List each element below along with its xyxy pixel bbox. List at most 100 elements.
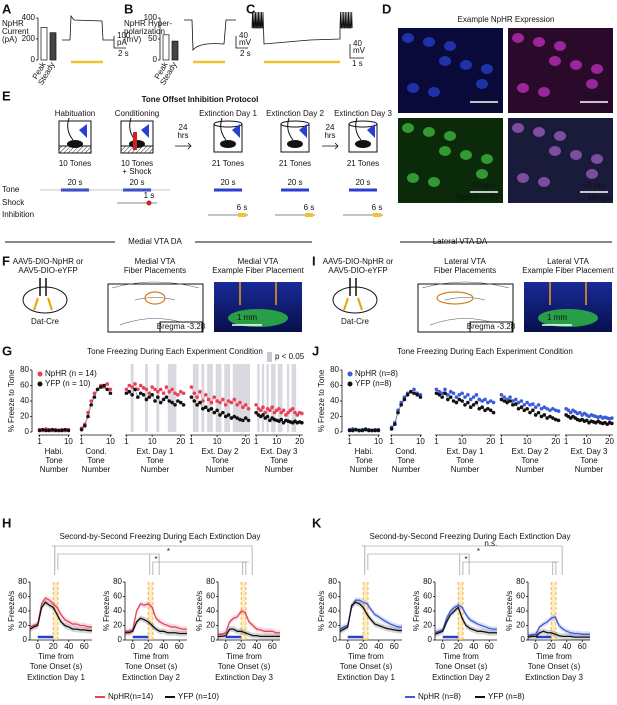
x-tick-label: 40 bbox=[374, 642, 383, 651]
y-tick-label: 80 bbox=[328, 577, 337, 586]
series-band bbox=[340, 599, 402, 635]
y-tick-label: 60 bbox=[330, 381, 339, 390]
significance-label: * bbox=[167, 547, 170, 556]
data-point bbox=[63, 427, 67, 432]
data-point bbox=[508, 395, 512, 399]
significance-bar bbox=[218, 364, 222, 432]
data-point bbox=[66, 428, 71, 433]
data-point bbox=[173, 403, 177, 407]
data-point bbox=[568, 410, 573, 415]
bracket bbox=[361, 545, 366, 575]
data-point bbox=[226, 413, 231, 417]
y-tick-label: 0 bbox=[153, 55, 158, 64]
data-point bbox=[105, 387, 109, 392]
x-tick-label: 20 bbox=[547, 642, 556, 651]
x-tick-label: 1 bbox=[37, 437, 42, 446]
series-band bbox=[340, 597, 402, 633]
x-label: Time from bbox=[443, 652, 479, 661]
data-point bbox=[161, 391, 166, 396]
y-tick-label: 0 bbox=[335, 427, 340, 436]
panel-letter: K bbox=[312, 515, 322, 530]
x-tick-label: 0 bbox=[441, 642, 446, 651]
scale-label: pA bbox=[117, 38, 127, 47]
x-tick-label: 20 bbox=[551, 437, 560, 446]
data-point bbox=[448, 395, 453, 399]
group-label: Tone bbox=[211, 456, 229, 465]
data-point bbox=[347, 428, 352, 433]
significance-bar bbox=[273, 364, 276, 432]
x-tick-label: 10 bbox=[64, 437, 73, 446]
significance-bar bbox=[257, 364, 260, 432]
image-label: TH bbox=[600, 103, 611, 112]
data-point bbox=[502, 395, 507, 399]
data-point bbox=[354, 427, 358, 432]
inhibition-window bbox=[241, 582, 246, 640]
data-point bbox=[483, 397, 487, 402]
panel-title: Example NpHR Expression bbox=[458, 15, 555, 24]
group-label: Tone bbox=[146, 456, 164, 465]
series-line bbox=[339, 601, 402, 632]
cell bbox=[476, 169, 488, 179]
group-label: Tone bbox=[456, 456, 474, 465]
data-point bbox=[468, 397, 473, 402]
mouse bbox=[67, 140, 83, 148]
y-tick-label: 80 bbox=[330, 365, 339, 374]
x-tick-label: 60 bbox=[390, 642, 399, 651]
significance-label: n.s. bbox=[484, 539, 497, 548]
y-tick-label: 80 bbox=[20, 365, 29, 374]
virus-label: AAV5-DIO-eYFP bbox=[18, 266, 77, 275]
placement-title: Lateral VTA bbox=[444, 257, 486, 266]
data-point bbox=[539, 406, 544, 411]
series-line bbox=[218, 610, 280, 635]
data-point bbox=[232, 397, 237, 402]
data-point bbox=[437, 393, 442, 397]
scale-label: 50 μm bbox=[583, 91, 606, 100]
data-point bbox=[389, 427, 394, 431]
data-point bbox=[502, 399, 507, 403]
cell bbox=[586, 169, 598, 179]
inhibition-window bbox=[458, 582, 463, 640]
scale-label: 2 s bbox=[118, 49, 129, 58]
scale-label: 40 bbox=[353, 39, 362, 48]
legend-label: NpHR (n=8) bbox=[418, 692, 461, 701]
cell bbox=[570, 150, 582, 160]
series-line bbox=[81, 385, 111, 430]
data-point bbox=[522, 403, 527, 407]
y-label: % Freeze/s bbox=[102, 591, 111, 631]
data-point bbox=[451, 391, 456, 396]
data-point bbox=[86, 414, 90, 419]
data-point bbox=[513, 397, 518, 402]
inhibition-bar bbox=[373, 213, 381, 217]
cell bbox=[517, 83, 529, 93]
cell bbox=[549, 56, 561, 66]
data-point bbox=[519, 405, 524, 410]
y-tick-label: 20 bbox=[20, 412, 29, 421]
speaker bbox=[232, 124, 240, 138]
x-label: Time from bbox=[348, 652, 384, 661]
data-point bbox=[243, 416, 248, 420]
data-point bbox=[203, 393, 208, 397]
group-label: Number bbox=[82, 465, 111, 474]
data-point bbox=[189, 395, 194, 399]
significance-bar bbox=[215, 364, 219, 432]
significance-label: * bbox=[179, 539, 182, 548]
data-point bbox=[238, 400, 242, 405]
stage-count: + Shock bbox=[122, 167, 152, 176]
bregma-box bbox=[159, 321, 203, 333]
x-tick-label: 1 bbox=[564, 437, 569, 446]
data-point bbox=[265, 414, 270, 419]
series-line bbox=[29, 601, 92, 632]
significance-bar bbox=[238, 364, 242, 432]
data-point bbox=[286, 410, 290, 415]
inhibition-bar bbox=[238, 213, 246, 217]
data-point bbox=[551, 406, 555, 411]
cell bbox=[428, 177, 440, 187]
significance-label: * bbox=[464, 555, 467, 564]
stage-name: Habituation bbox=[55, 109, 95, 118]
data-point bbox=[258, 408, 263, 413]
x-tick-label: 20 bbox=[359, 642, 368, 651]
legend-marker bbox=[347, 381, 353, 387]
data-point bbox=[548, 414, 552, 419]
x-label: Tone Onset (s) bbox=[125, 662, 178, 671]
